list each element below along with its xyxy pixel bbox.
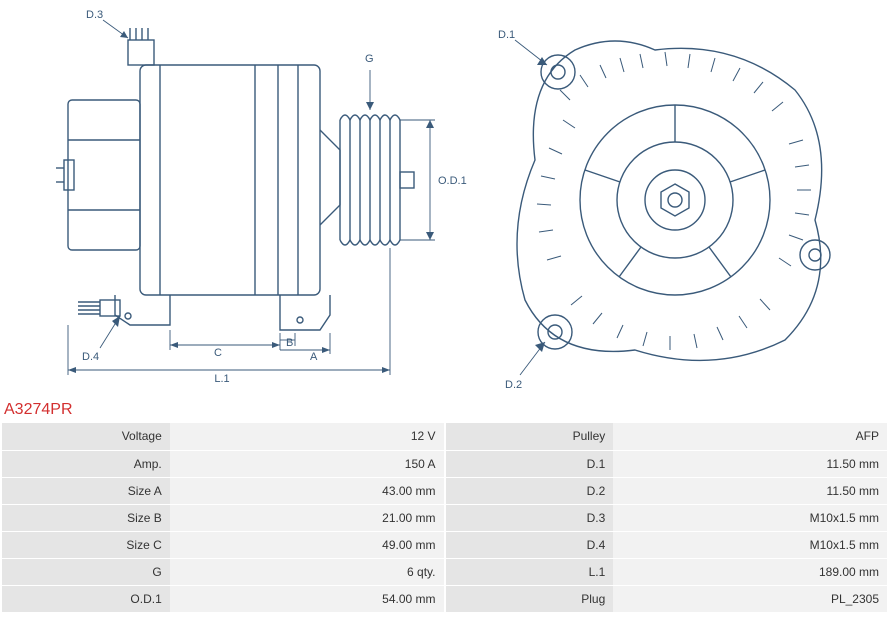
spec-row: PlugPL_2305 bbox=[446, 585, 888, 612]
spec-row: Size C49.00 mm bbox=[2, 531, 444, 558]
spec-row: Voltage12 V bbox=[2, 423, 444, 450]
label-d3: D.3 bbox=[86, 9, 103, 21]
label-g: G bbox=[365, 53, 374, 65]
spec-label: Amp. bbox=[2, 450, 170, 477]
spec-row: D.4M10x1.5 mm bbox=[446, 531, 888, 558]
label-b: B bbox=[286, 337, 293, 349]
spec-value: M10x1.5 mm bbox=[613, 504, 887, 531]
spec-label: D.4 bbox=[446, 531, 614, 558]
spec-value: PL_2305 bbox=[613, 585, 887, 612]
spec-row: L.1189.00 mm bbox=[446, 558, 888, 585]
technical-diagram: D.3 G O.D.1 D.4 C B A L.1 D.1 D.2 bbox=[0, 0, 889, 395]
spec-label: Pulley bbox=[446, 423, 614, 450]
spec-label: O.D.1 bbox=[2, 585, 170, 612]
spec-value: 43.00 mm bbox=[170, 477, 444, 504]
spec-row: Size B21.00 mm bbox=[2, 504, 444, 531]
spec-table-right: PulleyAFPD.111.50 mmD.211.50 mmD.3M10x1.… bbox=[446, 423, 888, 613]
label-od1: O.D.1 bbox=[438, 175, 467, 187]
spec-row: D.3M10x1.5 mm bbox=[446, 504, 888, 531]
spec-label: D.3 bbox=[446, 504, 614, 531]
label-d2: D.2 bbox=[505, 379, 522, 391]
spec-value: 49.00 mm bbox=[170, 531, 444, 558]
label-c: C bbox=[214, 347, 222, 359]
spec-value: M10x1.5 mm bbox=[613, 531, 887, 558]
spec-label: Size B bbox=[2, 504, 170, 531]
spec-value: 189.00 mm bbox=[613, 558, 887, 585]
spec-label: Size A bbox=[2, 477, 170, 504]
spec-row: D.211.50 mm bbox=[446, 477, 888, 504]
label-d1: D.1 bbox=[498, 29, 515, 41]
label-l1: L.1 bbox=[214, 373, 229, 385]
spec-row: PulleyAFP bbox=[446, 423, 888, 450]
spec-row: Amp.150 A bbox=[2, 450, 444, 477]
spec-row: G6 qty. bbox=[2, 558, 444, 585]
spec-value: AFP bbox=[613, 423, 887, 450]
spec-value: 21.00 mm bbox=[170, 504, 444, 531]
spec-label: D.2 bbox=[446, 477, 614, 504]
spec-value: 11.50 mm bbox=[613, 450, 887, 477]
spec-value: 150 A bbox=[170, 450, 444, 477]
spec-tables: Voltage12 VAmp.150 ASize A43.00 mmSize B… bbox=[0, 423, 889, 613]
spec-value: 12 V bbox=[170, 423, 444, 450]
spec-label: Size C bbox=[2, 531, 170, 558]
spec-value: 6 qty. bbox=[170, 558, 444, 585]
spec-label: Plug bbox=[446, 585, 614, 612]
spec-row: Size A43.00 mm bbox=[2, 477, 444, 504]
spec-row: D.111.50 mm bbox=[446, 450, 888, 477]
spec-row: O.D.154.00 mm bbox=[2, 585, 444, 612]
spec-label: D.1 bbox=[446, 450, 614, 477]
part-number: A3274PR bbox=[0, 395, 889, 423]
spec-label: L.1 bbox=[446, 558, 614, 585]
spec-label: G bbox=[2, 558, 170, 585]
label-a: A bbox=[310, 351, 318, 363]
spec-value: 11.50 mm bbox=[613, 477, 887, 504]
spec-label: Voltage bbox=[2, 423, 170, 450]
spec-table-left: Voltage12 VAmp.150 ASize A43.00 mmSize B… bbox=[2, 423, 444, 613]
spec-value: 54.00 mm bbox=[170, 585, 444, 612]
label-d4: D.4 bbox=[82, 351, 99, 363]
